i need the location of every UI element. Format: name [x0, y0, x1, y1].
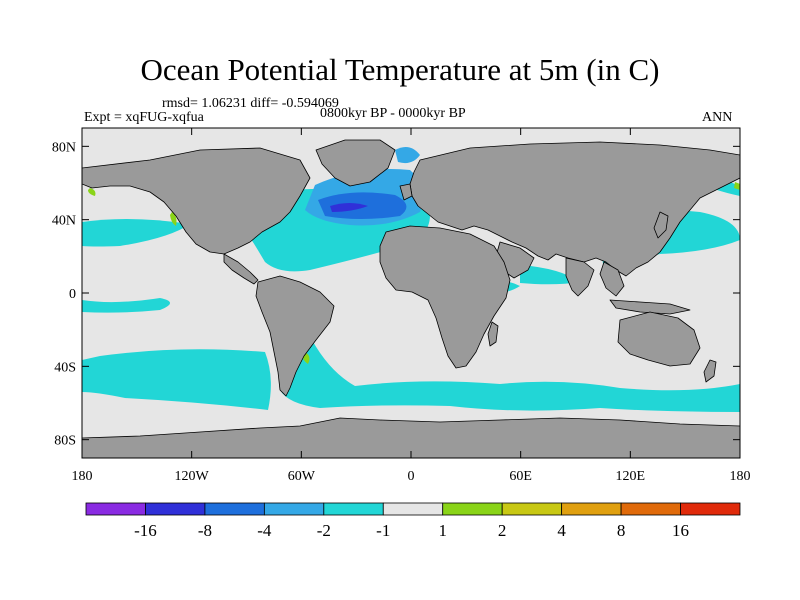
colorbar-swatch — [442, 502, 503, 516]
season-label: ANN — [702, 110, 733, 125]
colorbar-label: -16 — [134, 521, 157, 540]
x-tick-label: 180 — [730, 469, 751, 484]
madagascar-land — [487, 321, 499, 347]
y-tick-label: 40N — [52, 214, 76, 229]
new-zealand-land — [703, 359, 717, 383]
y-tick-label: 40S — [54, 360, 76, 375]
india-land — [565, 257, 595, 297]
colorbar-swatch — [561, 502, 622, 516]
africa-land — [379, 225, 511, 369]
antarctica-land — [82, 417, 740, 458]
x-tick-label: 180 — [72, 469, 93, 484]
colorbar-label: 4 — [557, 521, 566, 540]
colorbar-label: 1 — [438, 521, 447, 540]
map-title: Ocean Potential Temperature at 5m (in C) — [140, 52, 660, 87]
uk-land — [399, 183, 413, 201]
colorbar-label: -2 — [317, 521, 331, 540]
greenland-land — [315, 139, 396, 187]
colorbar-swatch — [680, 502, 741, 516]
colorbar-label: 16 — [672, 521, 689, 540]
japan-land — [653, 211, 669, 239]
colorbar-label: 2 — [498, 521, 507, 540]
anomaly-darkblue-regions — [330, 203, 368, 212]
colorbar-label: -1 — [376, 521, 390, 540]
colorbar-swatch — [323, 502, 384, 516]
indonesia-land — [609, 299, 691, 315]
colorbar-label: 8 — [617, 521, 626, 540]
x-tick-label: 60W — [288, 469, 316, 484]
x-tick-label: 120W — [175, 469, 210, 484]
x-tick-label: 120E — [616, 469, 646, 484]
eurasia-land — [409, 141, 740, 277]
colorbar-swatch — [263, 502, 325, 516]
southeast-asia-land — [599, 261, 625, 297]
colorbar-label: -8 — [198, 521, 212, 540]
colorbar-swatch — [85, 502, 146, 516]
colorbar-label: -4 — [257, 521, 272, 540]
colorbar-swatch — [620, 502, 681, 516]
y-tick-label: 80N — [52, 140, 76, 155]
south-america-land — [255, 275, 335, 397]
experiment-label: Expt = xqFUG-xqfua — [84, 110, 204, 125]
y-tick-label: 0 — [69, 287, 76, 302]
period-label: 0800kyr BP - 0000kyr BP — [320, 106, 466, 121]
x-tick-label: 60E — [509, 469, 532, 484]
north-america-land — [82, 147, 311, 255]
central-america-land — [223, 253, 259, 285]
colorbar-swatch — [501, 502, 563, 516]
colorbar-swatch — [145, 502, 206, 516]
colorbar-swatch — [204, 502, 265, 516]
stats-text: rmsd= 1.06231 diff= -0.594069 — [162, 96, 339, 111]
x-tick-label: 0 — [408, 469, 415, 484]
land-masses — [82, 139, 740, 458]
australia-land — [617, 311, 701, 367]
y-tick-label: 80S — [54, 434, 76, 449]
axis-ticks: 80N 40N 0 40S 80S 180 120W 60W 0 60E 120E 180 — [52, 128, 751, 484]
colorbar-swatch — [382, 502, 444, 516]
colorbar: -16 -8 -4 -2 -1 1 2 4 8 16 — [85, 502, 741, 540]
